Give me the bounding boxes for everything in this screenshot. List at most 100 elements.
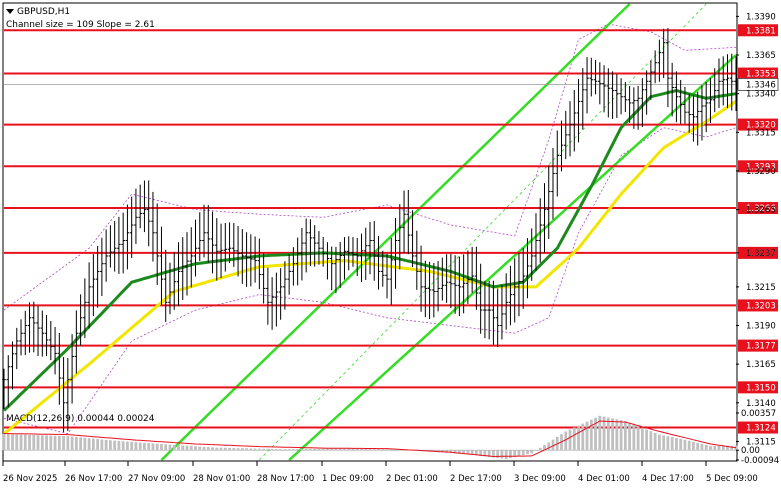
ohlc-bar [291,247,296,286]
macd-bar [709,446,712,451]
ohlc-bar [155,203,160,285]
macd-bar [202,446,206,451]
macd-bar [87,438,91,451]
macd-bar [692,441,695,451]
y-tick-label: 1.3390 [746,12,776,22]
x-tick-label: 26 Nov 2025 [3,474,57,484]
ohlc-bar [78,294,83,346]
ohlc-bar [338,241,343,288]
macd-bar [96,439,100,451]
macd-bar [543,445,546,451]
macd-bar [113,440,117,451]
macd-bar [121,441,125,451]
macd-bar [619,420,623,451]
macd-bar [334,448,338,451]
ohlc-bar [568,101,572,157]
ohlc-bar [563,110,568,160]
ohlc-bar [44,314,49,357]
ohlc-bar [406,189,411,255]
macd-bar [219,447,223,451]
ohlc-bar [36,306,40,357]
ohlc-bar [100,237,104,297]
ohlc-bar [274,272,279,327]
macd-bar [483,450,487,457]
macd-bar [253,448,257,451]
level-label: 1.3124 [746,424,776,434]
ohlc-bar [380,250,385,287]
y-tick-label: 1.3165 [746,360,776,370]
macd-bar [453,450,457,454]
macd-bar [479,450,483,456]
macd-title: MACD(12,26,9) 0.00044 0.00024 [6,414,155,424]
level-label: 1.3293 [746,162,776,172]
ohlc-bar [589,57,594,97]
macd-bar [168,444,172,451]
ohlc-bar [517,253,521,317]
ohlc-bar [576,79,581,143]
macd-bar [381,449,385,451]
ohlc-bar [525,238,530,299]
ohlc-bar [542,183,547,253]
macd-bar [177,445,180,451]
macd-bar [649,431,653,451]
ohlc-bar [640,78,645,128]
macd-bar [223,447,227,451]
channel-line [288,54,737,461]
ohlc-bar [436,261,440,312]
macd-bar [496,450,500,459]
ohlc-bar [415,230,419,290]
macd-bar [394,449,397,451]
macd-bar [134,442,138,451]
level-label: 1.3353 [746,70,776,80]
ohlc-bar [321,236,325,267]
macd-bar [504,450,508,460]
ohlc-bar [683,86,687,124]
ohlc-bar [66,357,70,432]
macd-bar [675,438,678,451]
y-tick-label: 1.3290 [746,167,776,177]
channel-midline [259,3,707,461]
macd-bar [662,435,666,451]
macd-bar [160,443,163,451]
macd-bar [623,421,627,451]
macd-bar [704,444,708,451]
ohlc-bar [193,219,198,277]
x-tick-label: 28 Nov 01:00 [193,474,250,484]
price-axis: 1.33901.33651.33401.33151.32901.32651.32… [736,12,779,447]
macd-bar [2,434,6,451]
x-tick-label: 5 Dec 09:00 [706,474,758,484]
macd-bar [730,445,734,451]
ohlc-bar [695,91,700,146]
ohlc-bar [593,59,598,95]
ohlc-bar [172,252,177,310]
x-tick-label: 4 Dec 17:00 [642,474,694,484]
y-tick-label: 1.3265 [746,206,776,216]
ohlc-bar [627,85,632,123]
ohlc-bar [232,222,236,267]
ohlc-bar [670,62,674,117]
macd-bar [83,437,87,451]
current-price-label: 1.3346 [746,80,776,90]
ohlc-bar [346,236,351,271]
level-tag [738,421,778,434]
macd-bar [147,443,151,451]
ohlc-bar [466,250,470,304]
macd-bar [236,448,240,451]
macd-bar [551,439,555,451]
collapse-triangle-icon[interactable] [6,9,14,14]
macd-y-tick-label: -0.00094 [741,456,779,466]
ohlc-bar [453,255,457,314]
ohlc-bar [74,310,79,374]
macd-bar [487,450,491,457]
ohlc-bar [223,223,228,272]
ohlc-bar [329,246,334,291]
ohlc-bar [546,165,551,239]
macd-bar [611,418,614,451]
ohlc-bar [619,78,623,115]
macd-bar [598,415,602,451]
macd-bar [521,450,525,456]
ohlc-bar [368,221,372,275]
level-label: 1.3203 [746,301,776,311]
macd-bar [726,445,729,451]
macd-bar [517,450,521,457]
